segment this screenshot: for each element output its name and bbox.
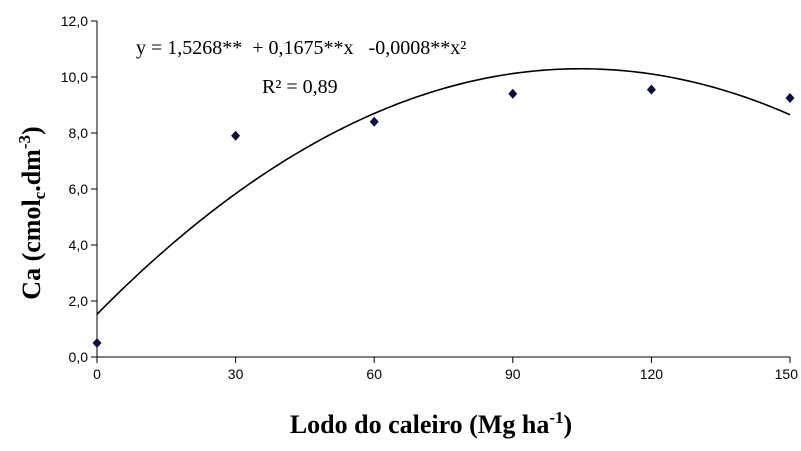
regression-curve [96, 67, 791, 315]
data-point [231, 130, 241, 141]
x-tick-label: 0 [93, 366, 101, 382]
x-axis-title: Lodo do caleiro (Mg ha-1) [290, 408, 572, 439]
x-tick-label: 30 [228, 366, 244, 382]
x-tick-label: 120 [640, 366, 664, 382]
x-ticks: 0 30 60 90 120 150 [93, 357, 798, 382]
y-tick-label: 0,0 [69, 349, 89, 365]
data-point [785, 93, 795, 103]
y-tick-label: 2,0 [69, 293, 89, 309]
y-tick-label: 12,0 [61, 13, 88, 29]
x-tick-label: 90 [505, 366, 521, 382]
y-ticks: 0,0 2,0 4,0 6,0 8,0 10,0 12,0 [61, 13, 97, 365]
x-tick-label: 60 [366, 366, 382, 382]
data-point [508, 88, 518, 99]
y-tick-label: 4,0 [69, 237, 89, 253]
y-tick-label: 8,0 [69, 125, 89, 141]
data-point [369, 116, 379, 127]
regression-equation: y = 1,5268** + 0,1675**x -0,0008**x² [136, 37, 466, 59]
data-point [92, 338, 102, 348]
r-squared-label: R² = 0,89 [262, 76, 338, 98]
y-tick-label: 6,0 [69, 181, 89, 197]
data-points [92, 84, 795, 348]
x-tick-label: 150 [775, 366, 799, 382]
data-point [646, 84, 656, 95]
y-axis-title: Ca (cmolc.dm-3) [15, 126, 49, 299]
y-tick-label: 10,0 [61, 69, 88, 85]
